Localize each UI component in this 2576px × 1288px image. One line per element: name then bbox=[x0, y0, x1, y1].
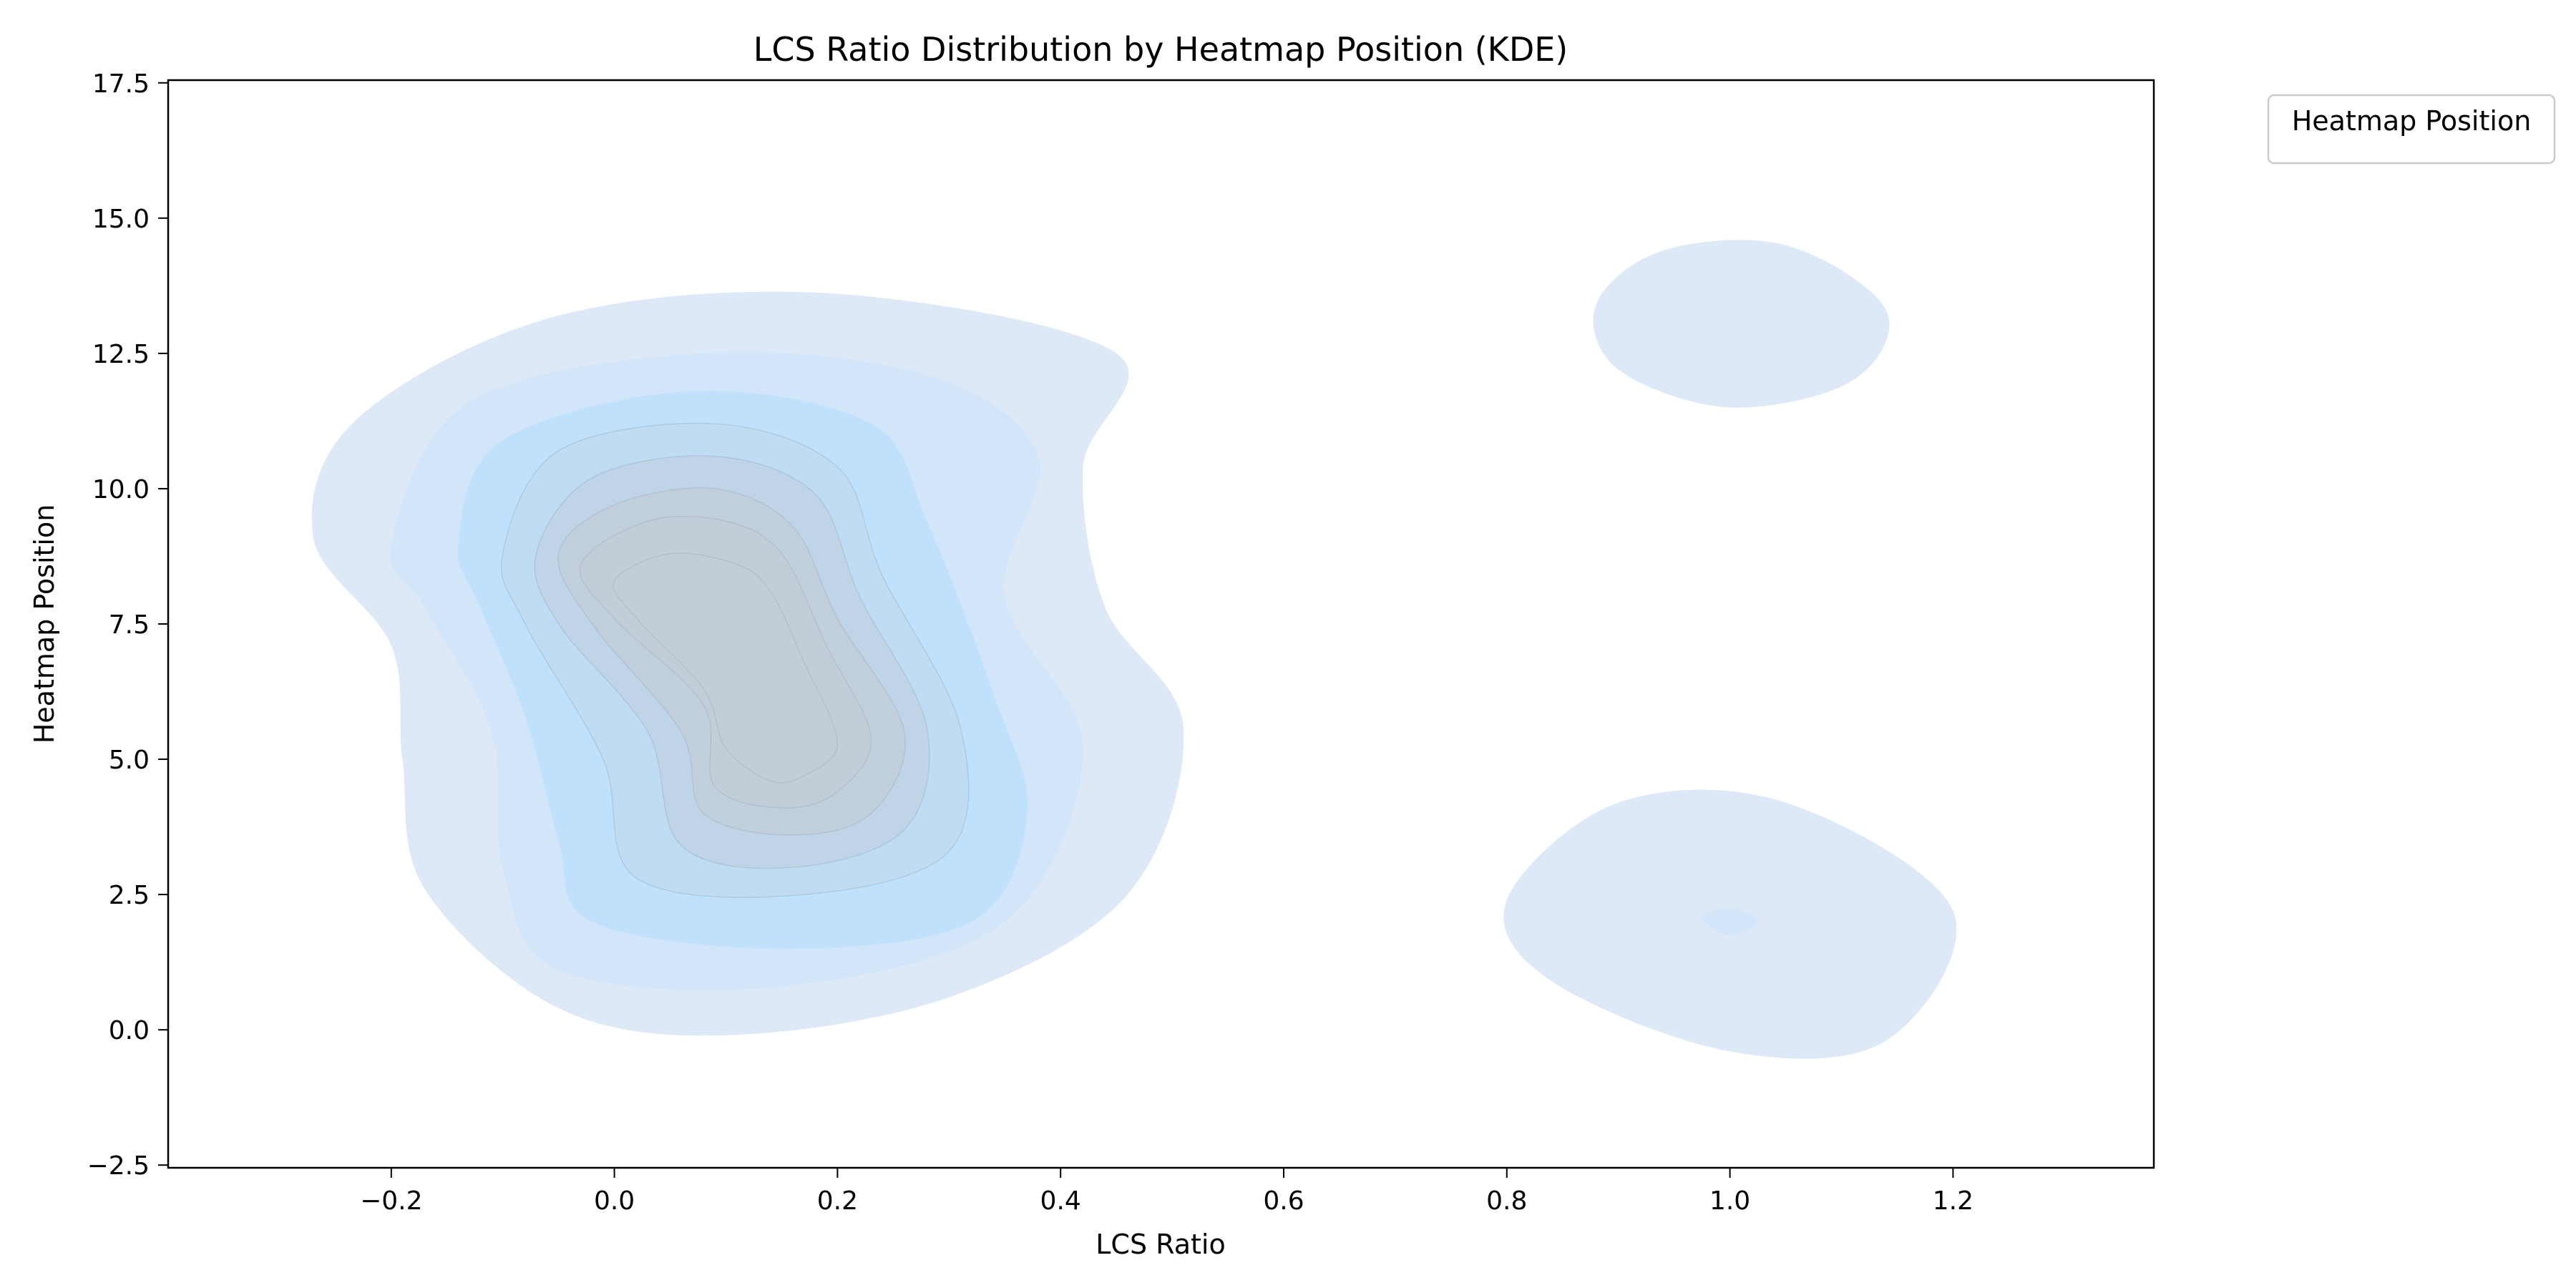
y-tick-label: 15.0 bbox=[92, 205, 150, 234]
x-tick-label: 1.2 bbox=[1933, 1186, 1974, 1216]
x-tick-label: 0.0 bbox=[594, 1186, 635, 1216]
y-tick-label: 7.5 bbox=[109, 610, 150, 640]
y-axis-label: Heatmap Position bbox=[29, 504, 60, 744]
x-tick-label: 0.6 bbox=[1263, 1186, 1304, 1216]
legend-box bbox=[2267, 94, 2556, 165]
lower-right-cluster-level-2 bbox=[1702, 907, 1758, 935]
x-axis-ticks: −0.2 0.0 0.2 0.4 0.6 0.8 1.0 1.2 bbox=[360, 1168, 1974, 1216]
x-axis-label: LCS Ratio bbox=[1096, 1229, 1225, 1260]
main-cluster-level-8 bbox=[613, 552, 839, 784]
y-tick-label: 10.0 bbox=[92, 475, 150, 504]
upper-right-cluster bbox=[1593, 240, 1890, 408]
main-cluster bbox=[311, 291, 1184, 1036]
x-tick-label: −0.2 bbox=[360, 1186, 422, 1216]
density-regions bbox=[311, 240, 1957, 1059]
y-axis-ticks: −2.5 0.0 2.5 5.0 7.5 10.0 12.5 15.0 17.5 bbox=[87, 69, 168, 1181]
x-tick-label: 0.2 bbox=[817, 1186, 858, 1216]
x-tick-label: 0.8 bbox=[1486, 1186, 1527, 1216]
y-tick-label: 12.5 bbox=[92, 340, 150, 369]
chart-title: LCS Ratio Distribution by Heatmap Positi… bbox=[753, 30, 1568, 69]
x-tick-label: 0.4 bbox=[1040, 1186, 1081, 1216]
lower-right-cluster bbox=[1503, 789, 1957, 1059]
y-tick-label: 0.0 bbox=[109, 1016, 150, 1045]
legend: Heatmap Position bbox=[2267, 94, 2556, 165]
upper-right-cluster-level-1 bbox=[1593, 240, 1890, 408]
y-tick-label: 17.5 bbox=[92, 69, 150, 99]
x-tick-label: 1.0 bbox=[1709, 1186, 1750, 1216]
y-tick-label: −2.5 bbox=[87, 1151, 150, 1181]
y-tick-label: 5.0 bbox=[109, 746, 150, 775]
y-tick-label: 2.5 bbox=[109, 881, 150, 910]
legend-title: Heatmap Position bbox=[2292, 105, 2532, 137]
